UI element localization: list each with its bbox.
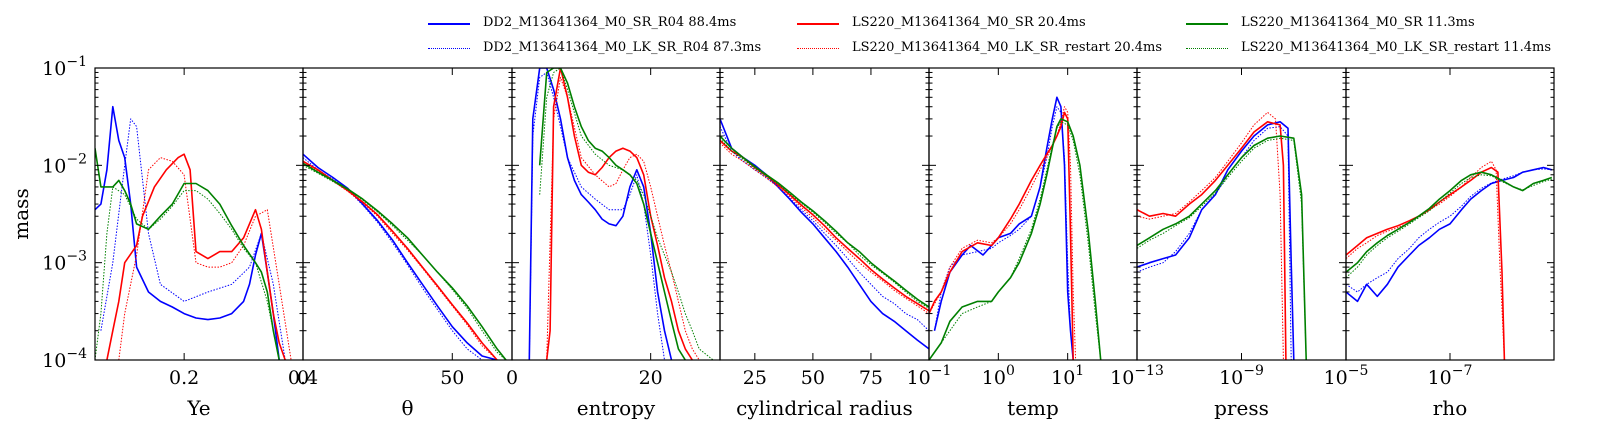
x-axis-title: press (1214, 396, 1269, 420)
panels-layer: 0.2 0.4 Ye 0 50 θ 0 20 entropy 25 50 75 cylindrical … (94, 67, 1555, 420)
series-line (720, 135, 929, 308)
legend-swatch (1186, 48, 1228, 49)
series-group (1346, 160, 1553, 360)
legend-label: LS220_M13641364_M0_LK_SR_restart 11.4ms (1241, 40, 1552, 55)
legend-label: LS220_M13641364_M0_LK_SR_restart 20.4ms (852, 40, 1163, 55)
series-line (720, 118, 929, 350)
x-axis-title: cylindrical radius (736, 396, 913, 420)
x-tick-label: 0.2 (169, 367, 199, 389)
series-line (528, 72, 665, 360)
series-line (106, 153, 286, 360)
legend-label: LS220_M13641364_M0_SR 11.3ms (1241, 15, 1475, 30)
y-axis-title: mass (9, 188, 33, 239)
series-line (929, 118, 1102, 360)
series-line (1346, 174, 1552, 279)
panel-4: 25 50 75 cylindrical radius (719, 67, 930, 420)
series-line (929, 111, 1074, 360)
series-line (539, 68, 714, 360)
legend-swatch (797, 23, 839, 25)
legend-label: DD2_M13641364_M0_LK_SR_R04 87.3ms (483, 40, 762, 55)
legend-swatch (797, 48, 839, 49)
series-line (538, 68, 686, 360)
series-line (303, 160, 498, 360)
x-tick-label: 0 (506, 367, 518, 389)
x-tick-label: 50 (801, 367, 825, 389)
panel-1: 0.2 0.4 Ye (94, 67, 318, 420)
legend-label: DD2_M13641364_M0_SR_R04 88.4ms (483, 15, 737, 30)
x-tick-label: 0.4 (288, 367, 318, 389)
x-tick-label: 0 (297, 367, 309, 389)
legend-swatch (428, 23, 470, 25)
series-line (545, 68, 693, 360)
panel-7: 10−5 10−7 rho (1324, 67, 1555, 420)
panel-frame (302, 67, 513, 361)
legend-label: LS220_M13641364_M0_SR 20.4ms (852, 15, 1086, 30)
series-group (528, 68, 714, 360)
x-axis-title: Ye (186, 396, 210, 420)
x-tick-label: 25 (743, 367, 767, 389)
y-tick-label: 10−2 (42, 151, 87, 177)
series-line (929, 106, 1077, 360)
panel-6: 10−13 10−9 press (1110, 67, 1347, 420)
panel-5: 10−1 100 101 temp (907, 67, 1138, 420)
series-line (1137, 135, 1307, 360)
series-line (100, 118, 286, 360)
legend: DD2_M13641364_M0_SR_R04 88.4ms DD2_M1364… (0, 0, 1597, 62)
series-group (929, 96, 1102, 360)
series-line (303, 162, 498, 360)
series-line (1137, 121, 1295, 360)
y-tick-label: 10−4 (42, 346, 87, 372)
legend-swatch (428, 48, 470, 49)
x-axis-title: θ (401, 396, 413, 420)
panel-2: 0 50 θ (297, 67, 513, 420)
y-tick-label: 10−1 (42, 54, 87, 80)
panel-frame (719, 67, 930, 361)
series-line (303, 153, 498, 360)
panel-frame (928, 67, 1138, 361)
series-line (929, 121, 1102, 360)
series-line (1137, 111, 1284, 360)
x-tick-label: 100 (982, 363, 1015, 389)
y-axis-label-layer: mass 10−1 10−2 10−3 10−4 (9, 54, 87, 372)
series-line (95, 148, 280, 360)
x-tick-label: 10−7 (1428, 363, 1473, 389)
panel-3: 0 20 entropy (506, 67, 721, 420)
series-line (303, 162, 507, 360)
x-tick-label: 10−9 (1219, 363, 1264, 389)
series-line (1137, 121, 1287, 360)
y-tick-label: 10−3 (42, 249, 87, 275)
series-line (303, 164, 507, 360)
x-axis-title: temp (1007, 396, 1059, 420)
x-tick-label: 10−1 (907, 363, 952, 389)
x-tick-label: 101 (1051, 363, 1084, 389)
legend-swatch (1186, 23, 1228, 25)
x-tick-label: 10−13 (1110, 363, 1164, 389)
x-tick-label: 10−5 (1324, 363, 1369, 389)
series-group (720, 118, 929, 350)
series-line (1346, 166, 1506, 360)
series-group (95, 105, 292, 360)
series-line (720, 142, 929, 315)
series-line (528, 68, 673, 360)
series-line (95, 186, 280, 360)
series-line (1346, 168, 1552, 293)
series-line (303, 157, 489, 360)
x-tick-label: 20 (639, 367, 663, 389)
series-line (720, 137, 929, 309)
x-axis-title: entropy (577, 396, 656, 420)
series-line (1346, 171, 1553, 273)
panel-frame (1345, 67, 1555, 361)
series-line (1137, 126, 1292, 360)
series-group (303, 153, 507, 360)
series-group (1137, 111, 1307, 360)
series-line (546, 76, 700, 360)
series-line (1346, 166, 1553, 303)
x-axis-title: rho (1433, 396, 1467, 420)
series-line (1137, 137, 1307, 360)
x-tick-label: 50 (440, 367, 464, 389)
x-tick-label: 75 (859, 367, 883, 389)
series-line (95, 105, 280, 360)
